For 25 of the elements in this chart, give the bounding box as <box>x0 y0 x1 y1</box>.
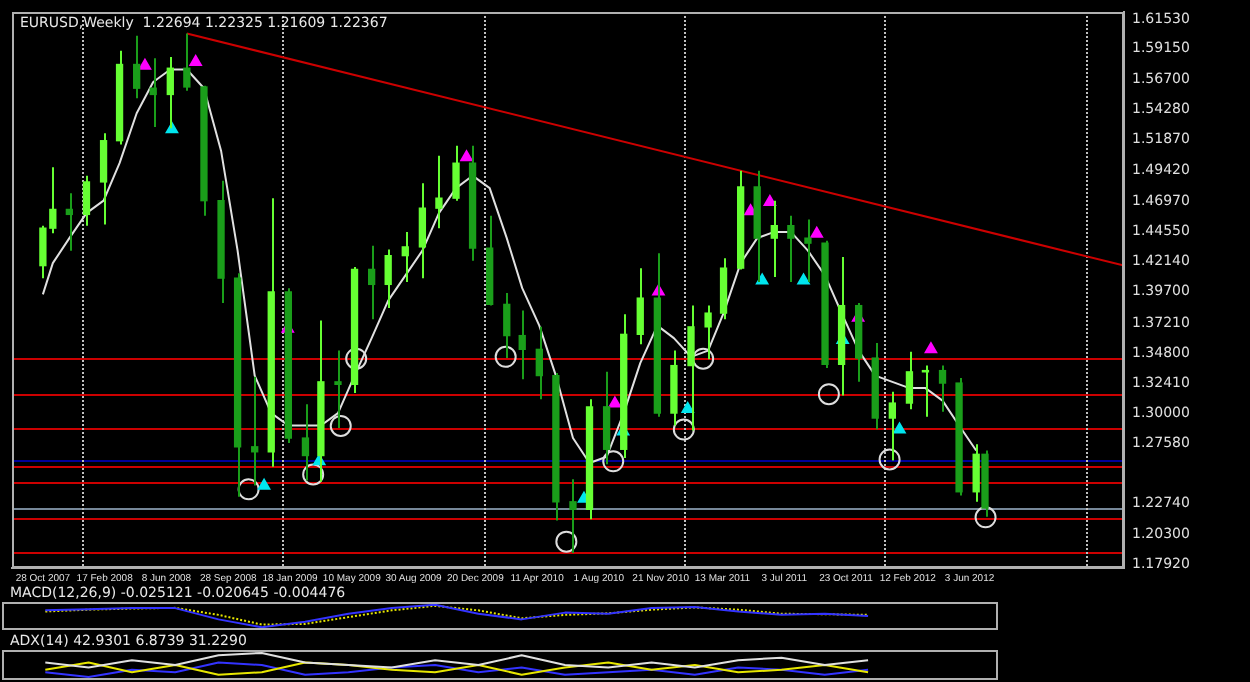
point <box>189 54 202 66</box>
point <box>810 226 823 238</box>
point <box>878 448 901 471</box>
point <box>302 463 325 486</box>
point <box>345 347 368 370</box>
point <box>672 418 695 441</box>
point <box>755 273 769 285</box>
point <box>555 530 578 553</box>
point <box>138 58 152 70</box>
point <box>924 342 938 354</box>
point <box>602 450 625 473</box>
point <box>692 347 715 370</box>
point <box>681 402 694 414</box>
point <box>974 506 997 529</box>
point <box>763 195 777 207</box>
point <box>608 396 622 408</box>
point <box>494 345 517 368</box>
point <box>817 383 840 406</box>
point <box>460 150 473 162</box>
candlestick <box>804 218 812 283</box>
point <box>329 414 352 437</box>
point <box>797 273 810 285</box>
point <box>893 422 906 434</box>
point <box>257 478 271 490</box>
point <box>237 478 260 501</box>
